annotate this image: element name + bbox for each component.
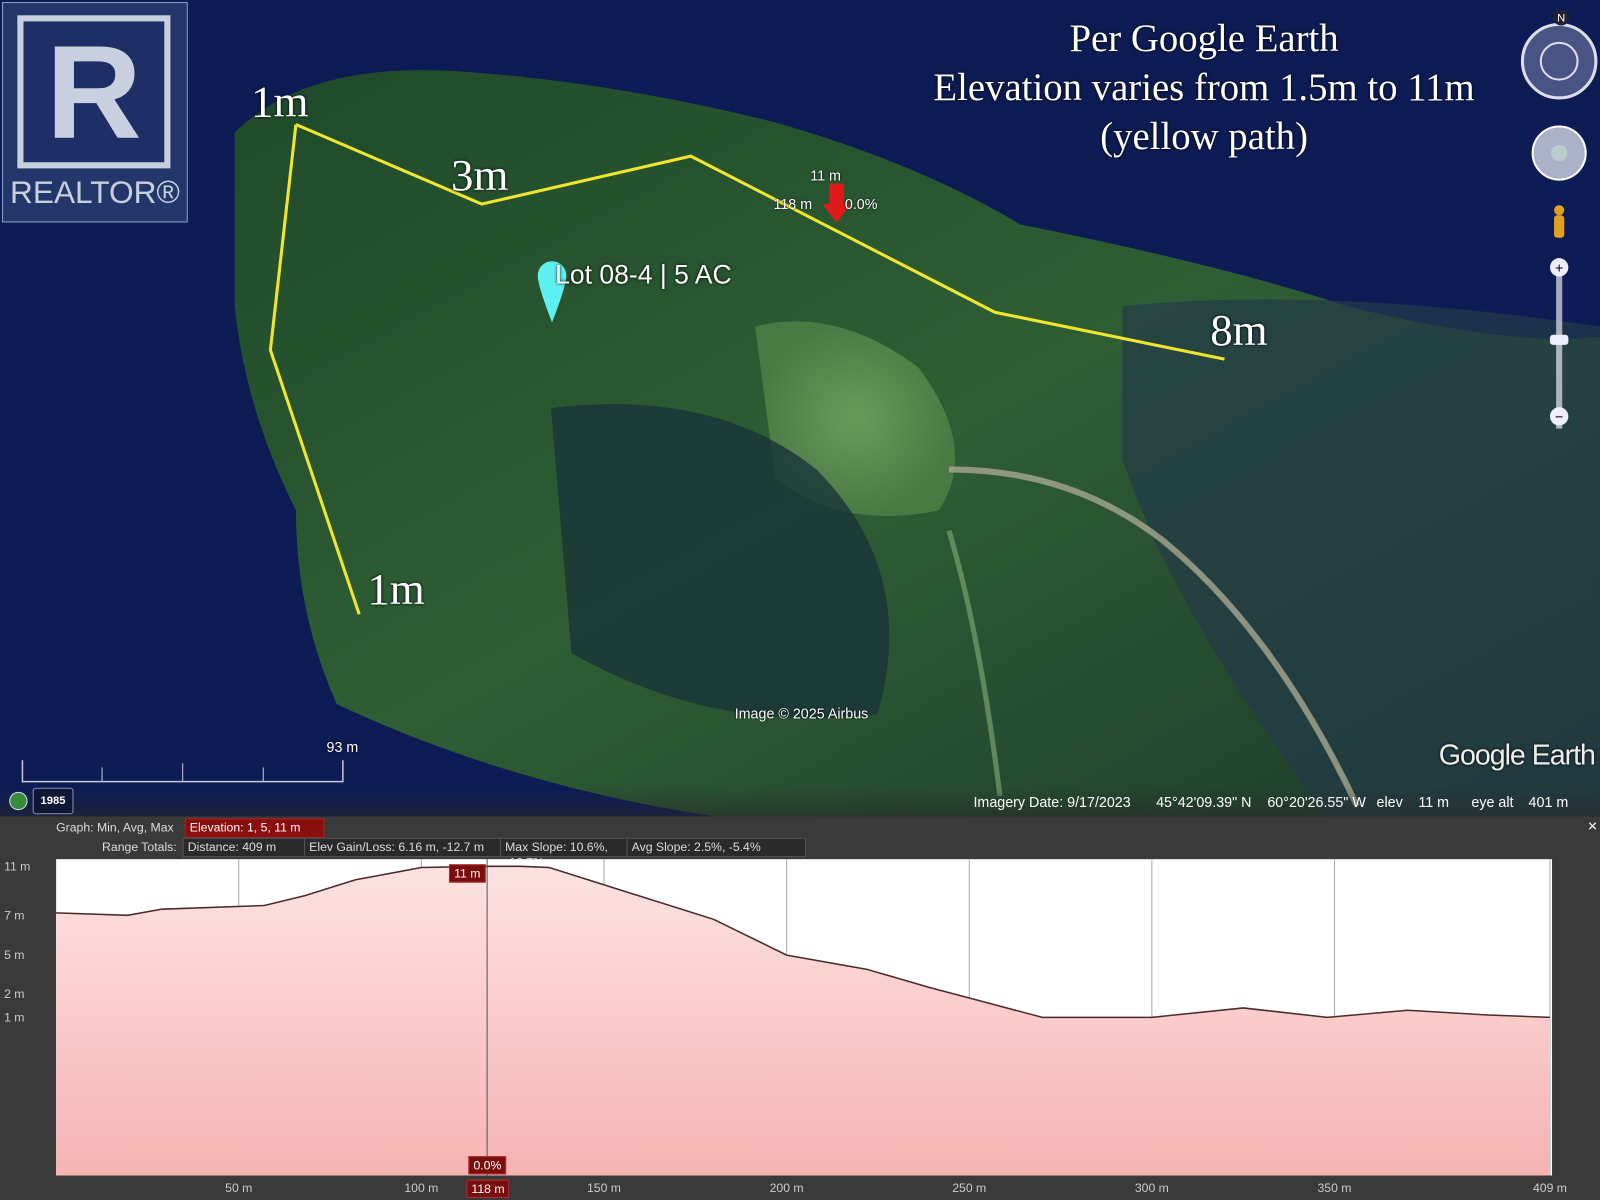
close-profile-button[interactable]: × [1587, 818, 1598, 836]
graph-label: Graph: Min, Avg, Max [56, 820, 174, 835]
title-line: Per Google Earth [1069, 17, 1339, 61]
range-totals-label: Range Totals: [102, 839, 177, 855]
y-tick-label: 1 m [4, 1010, 24, 1024]
title-line: Elevation varies from 1.5m to 11m [933, 66, 1475, 110]
eye-alt-label: eye alt [1471, 793, 1514, 811]
north-indicator-icon[interactable] [1553, 10, 1570, 26]
x-tick-label: 300 m [1135, 1181, 1169, 1195]
zoom-out-icon[interactable] [1549, 407, 1569, 426]
cursor-slope: 0.0% [844, 195, 878, 213]
historical-imagery-icon[interactable] [9, 791, 28, 811]
cursor-elevation-badge: 11 m [448, 864, 486, 883]
north-label: N [1557, 12, 1565, 24]
cursor-distance: 118 m [773, 195, 813, 213]
satellite-map[interactable]: R REALTOR® Per Google Earth Elevation var… [0, 0, 1600, 817]
x-tick-label: 350 m [1317, 1181, 1351, 1195]
gain-loss-box: Elev Gain/Loss: 6.16 m, -12.7 m [304, 837, 502, 858]
pan-control-center[interactable] [1551, 144, 1568, 162]
path-label: 1m [367, 564, 425, 615]
scale-label: 93 m [326, 738, 359, 756]
imagery-date: Imagery Date: 9/17/2023 [973, 793, 1131, 811]
zoom-in-glyph: + [1555, 260, 1563, 276]
latitude: 45°42'09.39" N [1156, 793, 1252, 811]
street-view-pegman-icon[interactable] [1554, 205, 1565, 238]
x-tick-label: 250 m [952, 1181, 986, 1195]
cursor-distance-badge: 118 m [466, 1179, 510, 1198]
cursor-slope-badge: 0.0% [468, 1156, 507, 1175]
x-tick-label: 50 m [225, 1181, 252, 1195]
dark-forest [551, 404, 890, 719]
forest [1122, 299, 1600, 817]
zoom-slider-handle[interactable] [1549, 334, 1569, 345]
placemark-label[interactable]: Lot 08-4 | 5 AC [555, 259, 732, 290]
elevation-path [295, 123, 1225, 361]
zoom-in-icon[interactable] [1549, 258, 1569, 277]
elevation-line [56, 865, 1551, 1019]
map-title: Per Google Earth Elevation varies from 1… [878, 14, 1531, 161]
title-line: (yellow path) [1100, 115, 1308, 159]
zoom-out-glyph: − [1555, 409, 1563, 425]
google-earth-logo: Google Earth [1438, 738, 1596, 771]
x-tick-label: 100 m [404, 1181, 438, 1195]
elevation-area [56, 866, 1550, 1176]
y-tick-label: 2 m [4, 987, 24, 1001]
elevation-range-box[interactable]: Elevation: 1, 5, 11 m [184, 818, 325, 838]
status-bar: Imagery Date: 9/17/2023 45°42'09.39" N 6… [0, 787, 1600, 817]
realtor-logo: R REALTOR® [2, 2, 188, 223]
navigation-controls-graphic[interactable]: N + − [1518, 10, 1600, 439]
distance-box: Distance: 409 m [182, 837, 307, 858]
cursor-elevation: 11 m [810, 167, 841, 184]
placemark-icon[interactable] [537, 261, 567, 323]
path-label: 8m [1210, 305, 1268, 356]
path-label: 3m [451, 149, 509, 200]
realtor-logo-text: REALTOR® [9, 174, 180, 211]
eye-alt-value: 401 m [1528, 793, 1569, 811]
x-tick-label: 200 m [770, 1181, 804, 1195]
map-imagery [21, 70, 1600, 817]
x-tick-label: 150 m [587, 1181, 621, 1195]
compass-ring [1539, 41, 1579, 81]
trail [946, 529, 1003, 797]
road [948, 466, 1360, 808]
chart-tick-labels: 50 m 100 m 150 m 200 m 250 m 300 m 350 m 409 m 1… [4, 859, 1567, 1194]
zoom-slider[interactable] [1556, 275, 1563, 429]
y-tick-label: 5 m [4, 948, 24, 962]
y-tick-label: 7 m [4, 908, 24, 922]
attribution: Image © 2025 Airbus [734, 705, 869, 722]
path-label: 1m [251, 76, 309, 127]
elevation-path [268, 124, 361, 615]
y-tick-label: 11 m [4, 859, 30, 873]
realtor-logo-mark: R [17, 15, 171, 169]
elev-label: elev [1376, 793, 1403, 811]
longitude: 60°20'26.55" W [1267, 793, 1366, 811]
historical-year-button[interactable]: 1985 [32, 787, 74, 815]
elev-value: 11 m [1418, 793, 1450, 811]
x-tick-label: 409 m [1533, 1181, 1567, 1195]
avg-slope-box: Avg Slope: 2.5%, -5.4% [626, 837, 807, 858]
